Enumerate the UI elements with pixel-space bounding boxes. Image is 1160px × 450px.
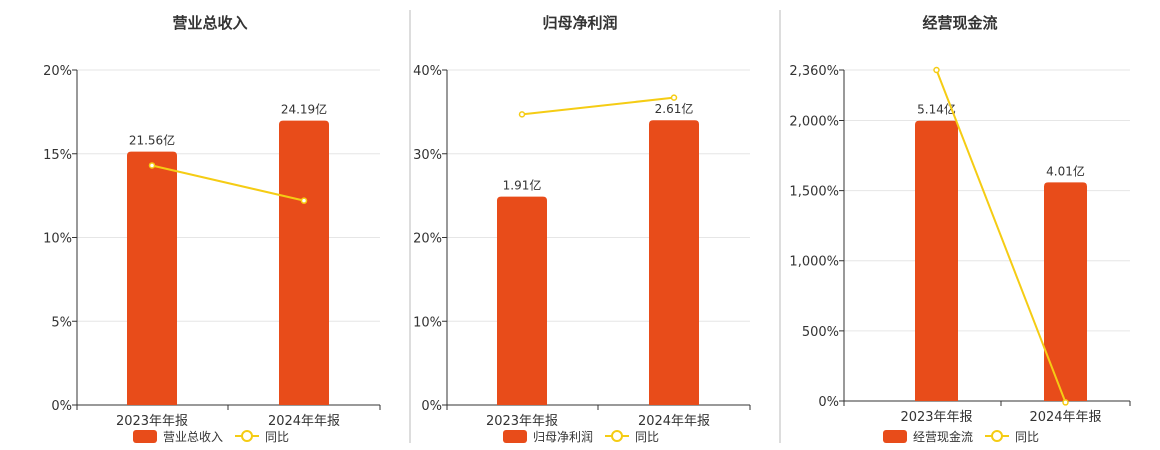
bar bbox=[915, 120, 958, 401]
bar bbox=[649, 120, 699, 406]
bar-data-label: 4.01亿 bbox=[1046, 163, 1085, 178]
chart-title: 经营现金流 bbox=[922, 14, 997, 32]
yoy-line bbox=[151, 164, 305, 202]
legend-swatch-bar bbox=[133, 430, 157, 443]
bar-data-label: 24.19亿 bbox=[281, 102, 327, 117]
bar bbox=[497, 196, 547, 405]
yoy-point bbox=[1062, 399, 1069, 406]
bar bbox=[127, 151, 177, 405]
chart-panel-3: 经营现金流 0% 500% 1,000% 1,500% 2,000% 2,360% 5.14亿… bbox=[789, 14, 1131, 444]
x-tick-label: 2023年年报 bbox=[900, 410, 972, 425]
y-tick-label: 0% bbox=[51, 399, 72, 414]
y-tick-label: 2,360% bbox=[789, 64, 839, 79]
legend-swatch-marker bbox=[611, 430, 623, 442]
bar bbox=[279, 120, 329, 405]
y-tick-label: 15% bbox=[43, 148, 72, 163]
yoy-point bbox=[300, 197, 308, 204]
bar-data-label: 5.14亿 bbox=[917, 102, 956, 117]
legend: 营业总收入 同比 bbox=[133, 430, 289, 444]
y-tick-label: 30% bbox=[413, 148, 442, 163]
y-tick-label: 10% bbox=[413, 315, 442, 330]
y-tick-label: 20% bbox=[413, 232, 442, 247]
x-tick-label: 2023年年报 bbox=[486, 414, 558, 429]
chart-panel-1: 营业总收入 0% 5% 10% 15% 20% 21.56亿 2023年年报 24.19亿 202… bbox=[43, 14, 381, 444]
yoy-line bbox=[521, 96, 675, 116]
legend: 归母净利润 同比 bbox=[503, 430, 659, 444]
y-tick-label: 1,500% bbox=[789, 185, 839, 200]
legend: 经营现金流 同比 bbox=[883, 429, 1039, 444]
x-tick-label: 2024年年报 bbox=[268, 414, 340, 429]
x-tick-label: 2024年年报 bbox=[1029, 410, 1101, 425]
y-tick-label: 0% bbox=[421, 399, 442, 414]
bar-data-label: 1.91亿 bbox=[503, 178, 542, 193]
yoy-point bbox=[518, 111, 526, 118]
bar-data-label: 21.56亿 bbox=[129, 133, 175, 148]
bar bbox=[1044, 182, 1087, 401]
y-tick-label: 1,000% bbox=[789, 255, 839, 270]
yoy-point bbox=[670, 94, 678, 101]
legend-label: 同比 bbox=[1015, 430, 1039, 444]
y-tick-label: 10% bbox=[43, 232, 72, 247]
yoy-line bbox=[935, 69, 1067, 403]
chart-title: 归母净利润 bbox=[542, 14, 617, 32]
chart-title: 营业总收入 bbox=[172, 14, 247, 32]
bar-data-label: 2.61亿 bbox=[655, 101, 694, 116]
legend-swatch-bar bbox=[503, 430, 527, 443]
legend-swatch-marker bbox=[241, 430, 253, 442]
y-tick-label: 0% bbox=[818, 395, 839, 410]
yoy-point bbox=[148, 162, 156, 169]
legend-swatch-bar bbox=[883, 430, 907, 443]
legend-label: 同比 bbox=[265, 430, 289, 444]
legend-label: 归母净利润 bbox=[533, 430, 593, 444]
y-tick-label: 500% bbox=[802, 325, 839, 340]
y-tick-label: 2,000% bbox=[789, 114, 839, 129]
y-tick-label: 5% bbox=[51, 315, 72, 330]
x-tick-label: 2023年年报 bbox=[116, 414, 188, 429]
x-tick-label: 2024年年报 bbox=[638, 414, 710, 429]
chart-panel-2: 归母净利润 0% 10% 20% 30% 40% 1.91亿 2023年年报 2.61亿 202… bbox=[413, 14, 751, 444]
legend-swatch-marker bbox=[991, 430, 1003, 442]
y-tick-label: 20% bbox=[43, 64, 72, 79]
legend-label: 营业总收入 bbox=[163, 430, 223, 444]
legend-label: 经营现金流 bbox=[913, 429, 973, 444]
yoy-point bbox=[933, 66, 940, 74]
legend-label: 同比 bbox=[635, 430, 659, 444]
y-tick-label: 40% bbox=[413, 64, 442, 79]
